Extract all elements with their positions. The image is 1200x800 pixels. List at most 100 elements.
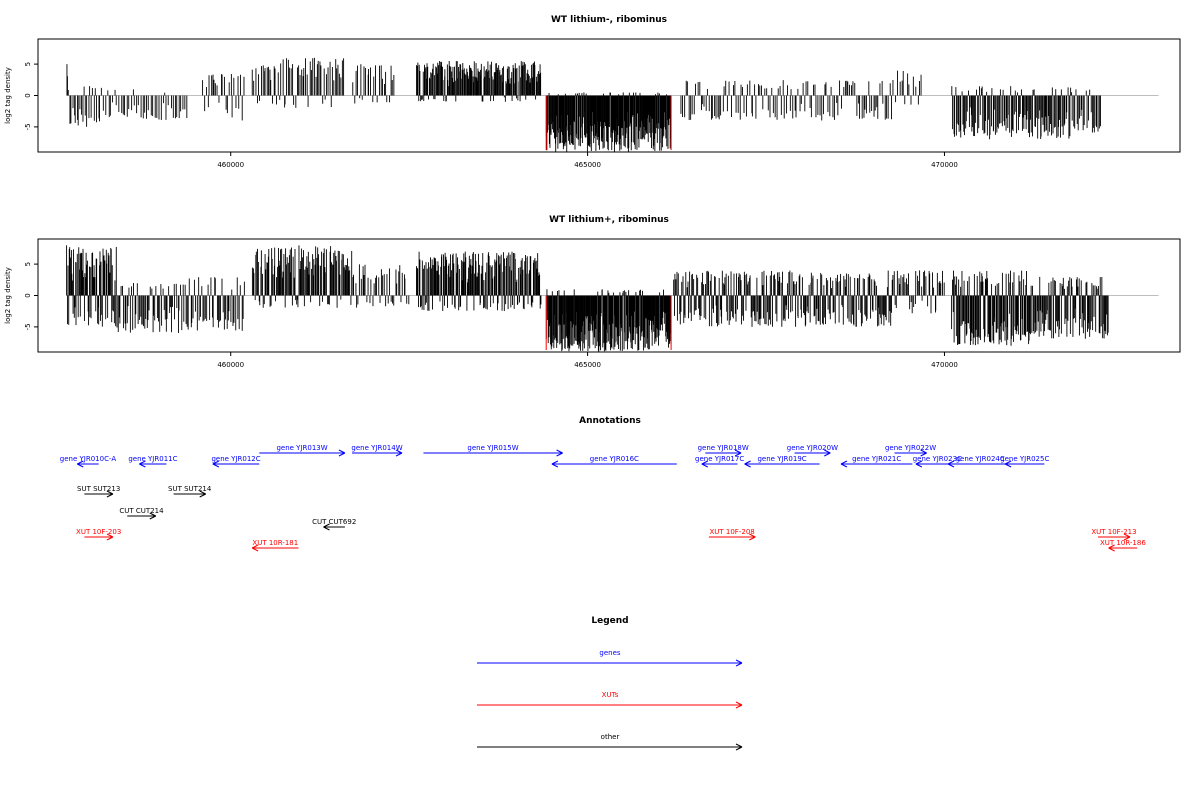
feature-arrow-head xyxy=(149,515,156,520)
annotation-feature: XUT 10F-213 xyxy=(1091,528,1137,541)
panel-title: WT lithium+, ribominus xyxy=(549,215,669,225)
legend-arrow-head xyxy=(735,659,743,664)
feature-arrow-head xyxy=(556,449,563,454)
feature-arrow-head xyxy=(1123,536,1131,541)
annotations-panel: Annotations gene YJR010C-A gene YJR011C gen… xyxy=(60,416,1146,552)
feature-arrow-head xyxy=(1108,547,1115,552)
feature-arrow-head xyxy=(199,493,206,498)
feature-label: gene YJR020W xyxy=(787,444,838,452)
feature-label: gene YJR010C-A xyxy=(60,455,117,463)
annotation-feature: gene YJR012C xyxy=(211,455,261,468)
x-tick-label: 470000 xyxy=(931,161,958,169)
panel-lithium-plus: WT lithium+, ribominus -5 0 5 log2 tag densi… xyxy=(4,215,1181,369)
feature-arrow-head xyxy=(920,449,927,454)
y-axis-label: log2 tag density xyxy=(4,67,12,124)
feature-label: CUT CUT214 xyxy=(119,507,164,515)
feature-arrow-head xyxy=(744,460,751,465)
annotation-feature: gene YJR016C xyxy=(551,455,677,468)
legend-item: XUTs xyxy=(477,691,743,709)
y-tick-label: -5 xyxy=(24,323,32,330)
legend-label: genes xyxy=(599,649,620,657)
feature-arrow-head xyxy=(395,449,403,454)
feature-arrow-head xyxy=(106,490,114,495)
feature-arrow-head xyxy=(149,512,156,517)
feature-label: gene YJR023C xyxy=(913,455,962,463)
legend-item: genes xyxy=(477,649,743,667)
feature-arrow-head xyxy=(749,536,756,541)
feature-arrow-head xyxy=(1123,533,1131,538)
feature-arrow-head xyxy=(1004,463,1012,468)
legend-arrow-head xyxy=(735,704,743,709)
feature-label: gene YJR024C xyxy=(956,455,1005,463)
feature-arrow-head xyxy=(77,463,84,468)
feature-arrow-head xyxy=(106,536,114,541)
x-tick-label: 460000 xyxy=(217,161,244,169)
feature-arrow-head xyxy=(947,460,955,465)
feature-label: XUT 10F-203 xyxy=(76,528,121,536)
annotation-feature: SUT SUT214 xyxy=(168,485,212,498)
feature-arrow-head xyxy=(551,460,559,465)
feature-label: gene YJR025C xyxy=(1000,455,1049,463)
legend-arrow-head xyxy=(735,743,743,748)
annotation-feature: gene YJR014W xyxy=(351,444,403,457)
feature-label: gene YJR013W xyxy=(276,444,327,452)
feature-arrow-head xyxy=(323,523,330,528)
y-tick-label: -5 xyxy=(24,123,32,130)
feature-arrow-head xyxy=(551,463,559,468)
feature-arrow-head xyxy=(338,452,346,457)
feature-arrow-head xyxy=(749,533,756,538)
feature-arrow-head xyxy=(915,460,923,465)
feature-label: gene YJR019C xyxy=(757,455,806,463)
legend-panel: Legend genes XUTs other xyxy=(477,616,743,751)
feature-label: gene YJR011C xyxy=(128,455,177,463)
feature-label: gene YJR022W xyxy=(885,444,936,452)
feature-label: gene YJR021C xyxy=(852,455,901,463)
legend-arrow-head xyxy=(735,746,743,751)
feature-arrow-head xyxy=(701,460,709,465)
legend-label: XUTs xyxy=(602,691,619,699)
feature-label: XUT 10F-213 xyxy=(1091,528,1136,536)
feature-arrow-head xyxy=(947,463,955,468)
y-tick-label: 0 xyxy=(24,93,32,97)
feature-label: XUT 10R-181 xyxy=(252,539,298,547)
annotation-feature: SUT SUT213 xyxy=(77,485,120,498)
feature-label: SUT SUT214 xyxy=(168,485,212,493)
feature-label: XUT 10F-208 xyxy=(709,528,754,536)
feature-arrow-head xyxy=(139,460,146,465)
annotation-feature: gene YJR021C xyxy=(840,455,913,468)
annotation-feature: gene YJR022W xyxy=(885,444,936,457)
panel-lithium-minus: WT lithium-, ribominus -5 0 5 log2 tag densi… xyxy=(4,15,1181,169)
feature-arrow-head xyxy=(734,452,742,457)
feature-arrow-head xyxy=(251,547,259,552)
feature-label: XUT 10R-186 xyxy=(1100,539,1146,547)
feature-arrow-head xyxy=(840,463,848,468)
feature-arrow-head xyxy=(840,460,848,465)
legend-arrow-head xyxy=(735,701,743,706)
feature-label: gene YJR012C xyxy=(211,455,260,463)
annotation-feature: gene YJR020W xyxy=(787,444,838,457)
feature-arrow-head xyxy=(744,463,751,468)
feature-label: gene YJR015W xyxy=(467,444,518,452)
feature-arrow-head xyxy=(556,452,563,457)
annotation-feature: CUT CUT692 xyxy=(312,518,356,531)
feature-arrow-head xyxy=(1004,460,1012,465)
annotation-feature: gene YJR011C xyxy=(128,455,178,468)
annotations-title: Annotations xyxy=(579,416,641,426)
y-tick-label: 5 xyxy=(24,262,32,266)
legend-arrow-head xyxy=(735,662,743,667)
annotation-feature: CUT CUT214 xyxy=(119,507,164,520)
annotation-feature: XUT 10F-203 xyxy=(76,528,121,541)
feature-arrow-head xyxy=(106,533,114,538)
x-tick-label: 465000 xyxy=(574,161,601,169)
feature-arrow-head xyxy=(212,460,220,465)
feature-arrow-head xyxy=(212,463,220,468)
density-bars xyxy=(66,57,1101,152)
annotation-feature: gene YJR025C xyxy=(1000,455,1049,468)
density-bars xyxy=(66,245,1109,352)
feature-arrow-head xyxy=(701,463,709,468)
annotation-feature: XUT 10R-186 xyxy=(1100,539,1146,552)
legend-title: Legend xyxy=(591,616,628,626)
feature-label: gene YJR017C xyxy=(695,455,744,463)
annotation-feature: gene YJR024C xyxy=(947,455,1013,468)
